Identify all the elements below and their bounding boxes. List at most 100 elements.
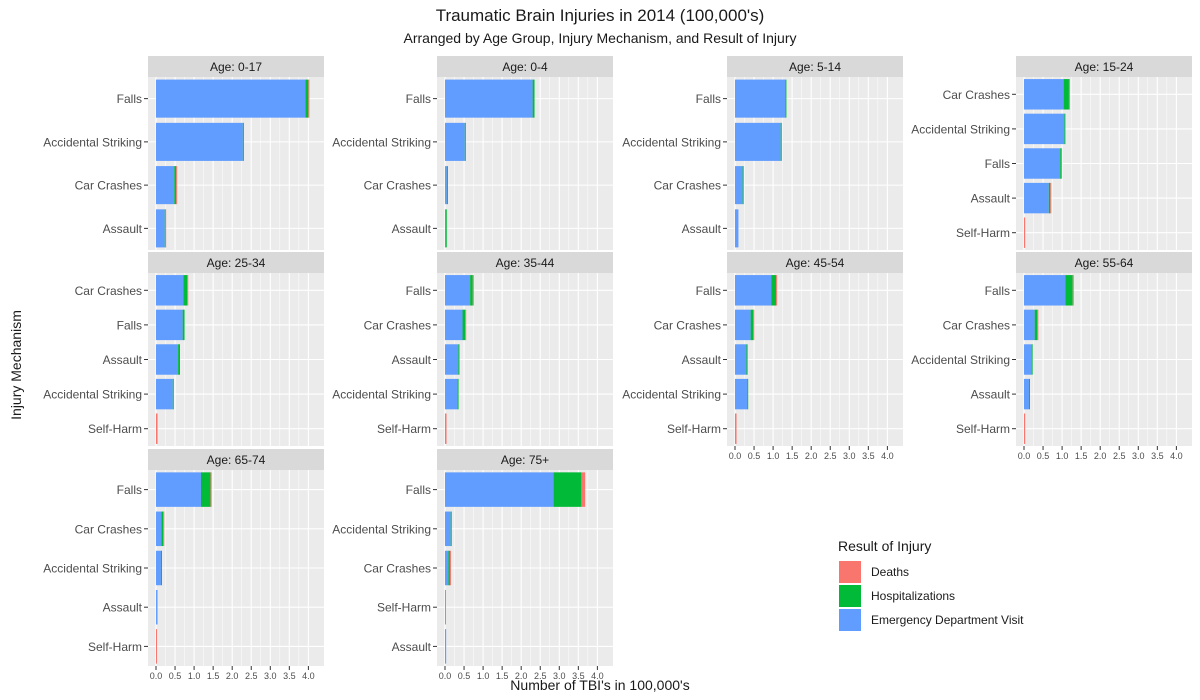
bar-segment: [1060, 148, 1062, 179]
facet-strip-label: Age: 65-74: [207, 453, 266, 467]
bar-segment: [156, 344, 179, 375]
x-tick-label: 1.0: [1056, 451, 1069, 461]
x-tick-label: 3.0: [264, 671, 277, 681]
x-tick-label: 2.0: [1094, 451, 1107, 461]
y-tick-label: Car Crashes: [75, 284, 142, 298]
facet-strip: [148, 252, 324, 273]
bar-segment: [1031, 344, 1033, 375]
bar-segment: [1024, 113, 1065, 145]
x-tick-label: 0.0: [439, 671, 452, 681]
y-tick-label: Assault: [392, 353, 432, 367]
bar-segment: [156, 275, 184, 306]
bar-segment: [1065, 275, 1073, 306]
facet-panel: Age: 15-24 Car Crashes Accidental Striking…: [911, 56, 1192, 250]
y-tick-label: Falls: [985, 157, 1010, 171]
x-axis-label: Number of TBI's in 100,000's: [510, 677, 690, 693]
bar-segment: [735, 378, 748, 410]
bar-segment: [1072, 275, 1074, 306]
y-tick-label: Accidental Striking: [622, 135, 721, 149]
y-tick-label: Assault: [682, 222, 722, 236]
x-tick-label: 2.0: [226, 671, 239, 681]
x-tick-label: 4.0: [1170, 451, 1183, 461]
facet-strip-label: Age: 25-34: [207, 256, 266, 270]
y-tick-label: Car Crashes: [654, 179, 721, 193]
facet-strip: [727, 252, 903, 273]
x-tick-label: 1.5: [1075, 451, 1088, 461]
legend-swatch: [839, 561, 861, 583]
y-tick-label: Falls: [696, 284, 721, 298]
facet-strip-label: Age: 45-54: [786, 256, 845, 270]
bar-segment: [1024, 378, 1029, 410]
y-tick-label: Assault: [682, 353, 722, 367]
bar-segment: [1063, 79, 1069, 110]
bar-segment: [465, 309, 467, 341]
facet-strip-label: Age: 75+: [501, 453, 549, 467]
y-tick-label: Falls: [117, 318, 142, 332]
chart-subtitle: Arranged by Age Group, Injury Mechanism,…: [403, 30, 797, 46]
y-tick-label: Car Crashes: [654, 318, 721, 332]
bar-segment: [178, 344, 180, 375]
y-tick-label: Assault: [103, 222, 143, 236]
x-tick-label: 0.0: [729, 451, 742, 461]
bar-segment: [445, 589, 446, 625]
bar-segment: [176, 166, 178, 205]
bar-segment: [1050, 182, 1052, 214]
y-tick-label: Car Crashes: [364, 179, 431, 193]
bar-segment: [771, 275, 777, 306]
bar-segment: [445, 550, 449, 586]
bar-segment: [458, 344, 460, 375]
legend-swatch: [839, 609, 861, 631]
y-tick-label: Falls: [985, 284, 1010, 298]
bar-segment: [785, 79, 787, 118]
y-tick-label: Car Crashes: [943, 318, 1010, 332]
facet-strip-label: Age: 0-4: [502, 60, 548, 74]
bar-segment: [750, 309, 754, 341]
facet-panel: Age: 75+ Falls Accidental Striking Car Cras…: [332, 449, 613, 681]
bar-segment: [735, 309, 751, 341]
facet-panel: Age: 25-34 Car Crashes Falls Assault Acciden…: [43, 252, 324, 446]
facet-strip-label: Age: 35-44: [496, 256, 555, 270]
y-axis-label: Injury Mechanism: [8, 310, 24, 420]
bar-segment: [735, 79, 786, 118]
y-tick-label: Assault: [103, 353, 143, 367]
legend: Result of Injury Deaths Hospitalizations Em…: [838, 538, 1024, 631]
bar-segment: [156, 378, 173, 410]
y-tick-label: Falls: [406, 92, 431, 106]
y-tick-label: Assault: [971, 192, 1011, 206]
bar-segment: [472, 275, 474, 306]
y-tick-label: Self-Harm: [377, 601, 431, 615]
bar-segment: [1024, 275, 1066, 306]
bar-segment: [163, 511, 165, 547]
y-tick-label: Self-Harm: [956, 422, 1010, 436]
bar-segment: [446, 166, 448, 205]
bar-segment: [1024, 413, 1026, 444]
x-tick-label: 3.0: [843, 451, 856, 461]
x-tick-label: 0.5: [1037, 451, 1050, 461]
y-tick-label: Accidental Striking: [43, 388, 142, 402]
bar-segment: [445, 309, 463, 341]
y-tick-label: Accidental Striking: [622, 388, 721, 402]
y-tick-label: Accidental Striking: [332, 135, 431, 149]
x-tick-label: 3.5: [1151, 451, 1164, 461]
bar-segment: [780, 122, 782, 161]
y-tick-label: Accidental Striking: [43, 562, 142, 576]
bar-segment: [445, 79, 533, 118]
y-tick-label: Accidental Striking: [911, 353, 1010, 367]
x-tick-label: 0.5: [458, 671, 471, 681]
bar-segment: [156, 122, 243, 161]
bar-segment: [161, 511, 164, 547]
bar-segment: [449, 550, 451, 586]
y-tick-label: Self-Harm: [88, 640, 142, 654]
bar-segment: [183, 275, 188, 306]
legend-title: Result of Injury: [838, 538, 931, 554]
bar-segment: [735, 209, 739, 248]
bar-segment: [160, 550, 162, 586]
facet-strip-label: Age: 15-24: [1075, 60, 1134, 74]
x-tick-label: 2.5: [824, 451, 837, 461]
y-tick-label: Assault: [103, 601, 143, 615]
bar-segment: [445, 472, 554, 507]
bar-segment: [1034, 309, 1038, 341]
bar-segment: [445, 166, 447, 205]
bar-segment: [445, 511, 451, 547]
